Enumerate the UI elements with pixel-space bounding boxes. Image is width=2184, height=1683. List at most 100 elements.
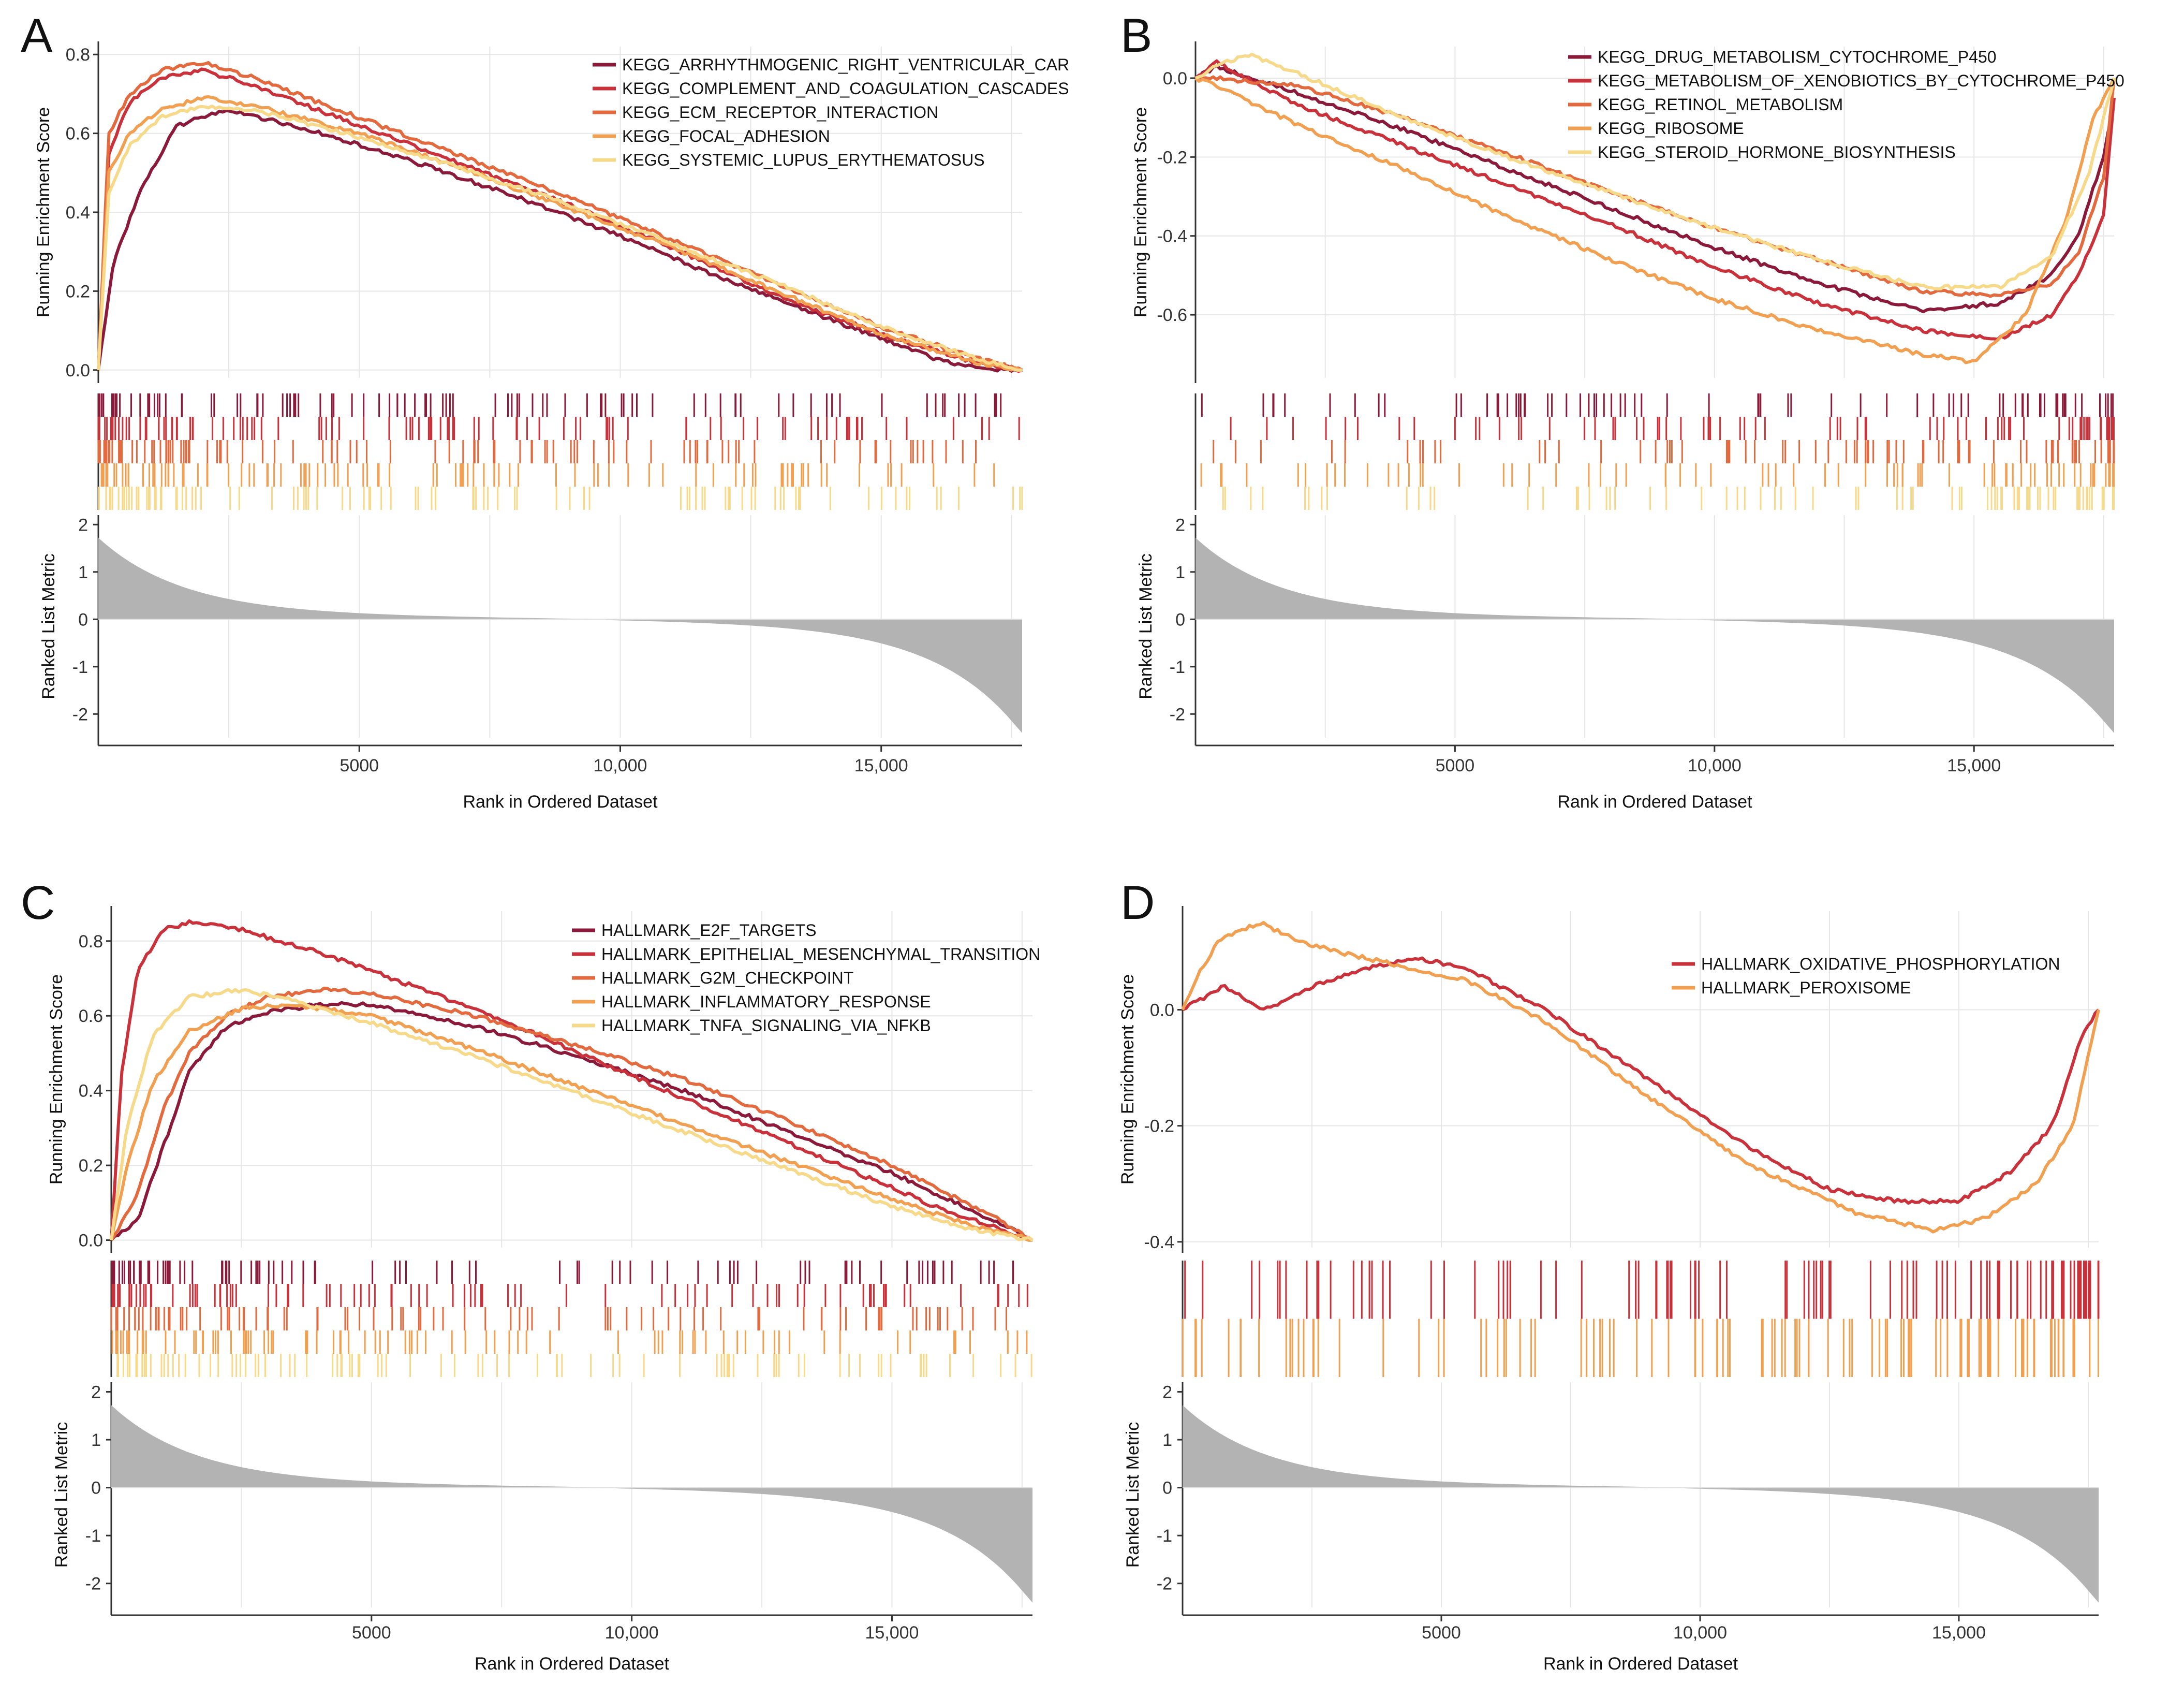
es-series-line <box>1194 77 2116 364</box>
hit-row <box>98 487 1023 510</box>
metric-tick-label: 0 <box>91 1479 101 1498</box>
es-tick-label: 0.6 <box>66 124 90 144</box>
hit-row <box>100 463 995 487</box>
legend-label: HALLMARK_PEROXISOME <box>1701 978 1911 997</box>
hit-row <box>116 1354 1032 1377</box>
metric-tick-label: 0 <box>78 610 88 630</box>
panel-label-d: D <box>1120 876 1155 929</box>
es-tick-label: -0.2 <box>1144 1117 1174 1136</box>
legend-label: HALLMARK_E2F_TARGETS <box>601 921 817 940</box>
legend-label: HALLMARK_TNFA_SIGNALING_VIA_NFKB <box>601 1016 931 1035</box>
hit-row <box>111 1261 1014 1284</box>
es-series-line <box>110 988 1034 1242</box>
es-axis-title: Running Enrichment Score <box>1118 974 1138 1184</box>
x-axis-title: Rank in Ordered Dataset <box>463 792 658 812</box>
metric-tick-label: 1 <box>1162 1430 1172 1450</box>
legend-label: KEGG_SYSTEMIC_LUPUS_ERYTHEMATOSUS <box>622 151 985 169</box>
metric-axis-title: Ranked List Metric <box>1123 1422 1143 1568</box>
x-tick-label: 10,000 <box>593 756 647 775</box>
legend-label: KEGG_ECM_RECEPTOR_INTERACTION <box>622 103 938 122</box>
metric-tick-label: 1 <box>78 563 88 582</box>
es-series-line <box>97 61 1023 372</box>
metric-tick-label: -1 <box>1157 1526 1172 1546</box>
panel-d-gsea-plot: 0.0 -0.2 -0.4 2 1 0 -1 -2 5000 10,000 15,000 Rank i… <box>1118 906 2100 1674</box>
es-tick-label: -0.4 <box>1144 1233 1174 1252</box>
x-tick-label: 15,000 <box>1932 1623 1986 1643</box>
es-tick-label: -0.2 <box>1157 148 1187 167</box>
metric-tick-label: 2 <box>91 1383 101 1402</box>
hit-row <box>97 417 1020 440</box>
legend-label: HALLMARK_G2M_CHECKPOINT <box>601 969 853 987</box>
es-axis-title: Running Enrichment Score <box>1131 107 1150 317</box>
hit-row <box>1213 440 2115 463</box>
hit-row <box>111 1330 1028 1354</box>
es-tick-label: 0.4 <box>79 1081 103 1101</box>
metric-tick-label: -1 <box>85 1526 101 1546</box>
es-series-line <box>110 986 1034 1242</box>
legend-label: KEGG_FOCAL_ADHESION <box>622 127 830 145</box>
es-series-line <box>110 919 1034 1242</box>
es-tick-label: 0.8 <box>66 45 90 65</box>
metric-tick-label: -2 <box>72 705 88 724</box>
metric-tick-label: 0 <box>1162 1479 1172 1498</box>
metric-tick-label: -2 <box>85 1574 101 1594</box>
es-tick-label: 0.0 <box>1163 69 1187 89</box>
x-tick-label: 5000 <box>340 756 379 775</box>
x-axis-title: Rank in Ordered Dataset <box>475 1654 670 1674</box>
legend-label: KEGG_STEROID_HORMONE_BIOSYNTHESIS <box>1598 143 1956 162</box>
panel-a-gsea-plot: 0.0 0.2 0.4 0.6 0.8 2 1 0 -1 -2 5000 10,000 15,000 Ra… <box>34 41 1069 812</box>
hit-row <box>1201 393 2114 417</box>
es-tick-label: 0.2 <box>79 1156 103 1176</box>
hit-row <box>110 1307 1007 1330</box>
legend-label: HALLMARK_EPITHELIAL_MESENCHYMAL_TRANSITI… <box>601 945 1040 963</box>
metric-tick-label: -2 <box>1170 705 1185 724</box>
legend-label: KEGG_COMPLEMENT_AND_COAGULATION_CASCADES <box>622 79 1069 98</box>
legend-label: HALLMARK_OXIDATIVE_PHOSPHORYLATION <box>1701 955 2060 973</box>
legend-label: HALLMARK_INFLAMMATORY_RESPONSE <box>601 992 931 1011</box>
es-axis-title: Running Enrichment Score <box>47 974 66 1184</box>
es-series-line <box>1182 956 2100 1205</box>
metric-tick-label: -1 <box>1170 657 1185 677</box>
metric-tick-label: 2 <box>1162 1383 1172 1402</box>
x-tick-label: 5000 <box>1422 1623 1461 1643</box>
x-axis-title: Rank in Ordered Dataset <box>1543 1654 1738 1674</box>
es-series-line <box>1194 64 2116 314</box>
legend-label: KEGG_RETINOL_METABOLISM <box>1598 95 1843 114</box>
metric-tick-label: 2 <box>1175 515 1185 535</box>
es-series-line <box>97 95 1023 372</box>
es-series-line <box>1194 59 2116 341</box>
hit-row <box>97 440 977 463</box>
es-tick-label: 0.2 <box>66 282 90 301</box>
x-tick-label: 15,000 <box>1947 756 2001 775</box>
es-series-line <box>110 1001 1033 1242</box>
metric-tick-label: -1 <box>72 657 88 677</box>
x-axis-title: Rank in Ordered Dataset <box>1557 792 1752 812</box>
metric-tick-label: 0 <box>1175 610 1185 630</box>
x-tick-label: 10,000 <box>1673 1623 1727 1643</box>
x-tick-label: 5000 <box>352 1623 391 1643</box>
metric-tick-label: 1 <box>91 1430 101 1450</box>
x-tick-label: 5000 <box>1436 756 1475 775</box>
panel-label-b: B <box>1120 9 1152 62</box>
hit-row <box>1230 417 2115 440</box>
es-tick-label: 0.8 <box>79 932 103 952</box>
es-series-line <box>97 109 1023 373</box>
es-tick-label: -0.6 <box>1157 305 1187 325</box>
es-series-line <box>97 105 1023 372</box>
es-tick-label: 0.4 <box>66 203 90 223</box>
x-tick-label: 10,000 <box>1688 756 1742 775</box>
legend-label: KEGG_DRUG_METABOLISM_CYTOCHROME_P450 <box>1598 48 1997 66</box>
hit-row <box>1200 463 2115 487</box>
es-axis-title: Running Enrichment Score <box>34 107 53 317</box>
hit-row <box>111 1284 1028 1307</box>
metric-tick-label: 2 <box>78 515 88 535</box>
hit-row <box>98 393 1002 417</box>
metric-tick-label: -2 <box>1157 1574 1172 1594</box>
es-tick-label: 0.0 <box>66 361 90 380</box>
es-tick-label: 0.0 <box>79 1231 103 1251</box>
metric-axis-title: Ranked List Metric <box>39 553 58 699</box>
hit-row <box>1222 487 2115 510</box>
x-tick-label: 15,000 <box>865 1623 919 1643</box>
